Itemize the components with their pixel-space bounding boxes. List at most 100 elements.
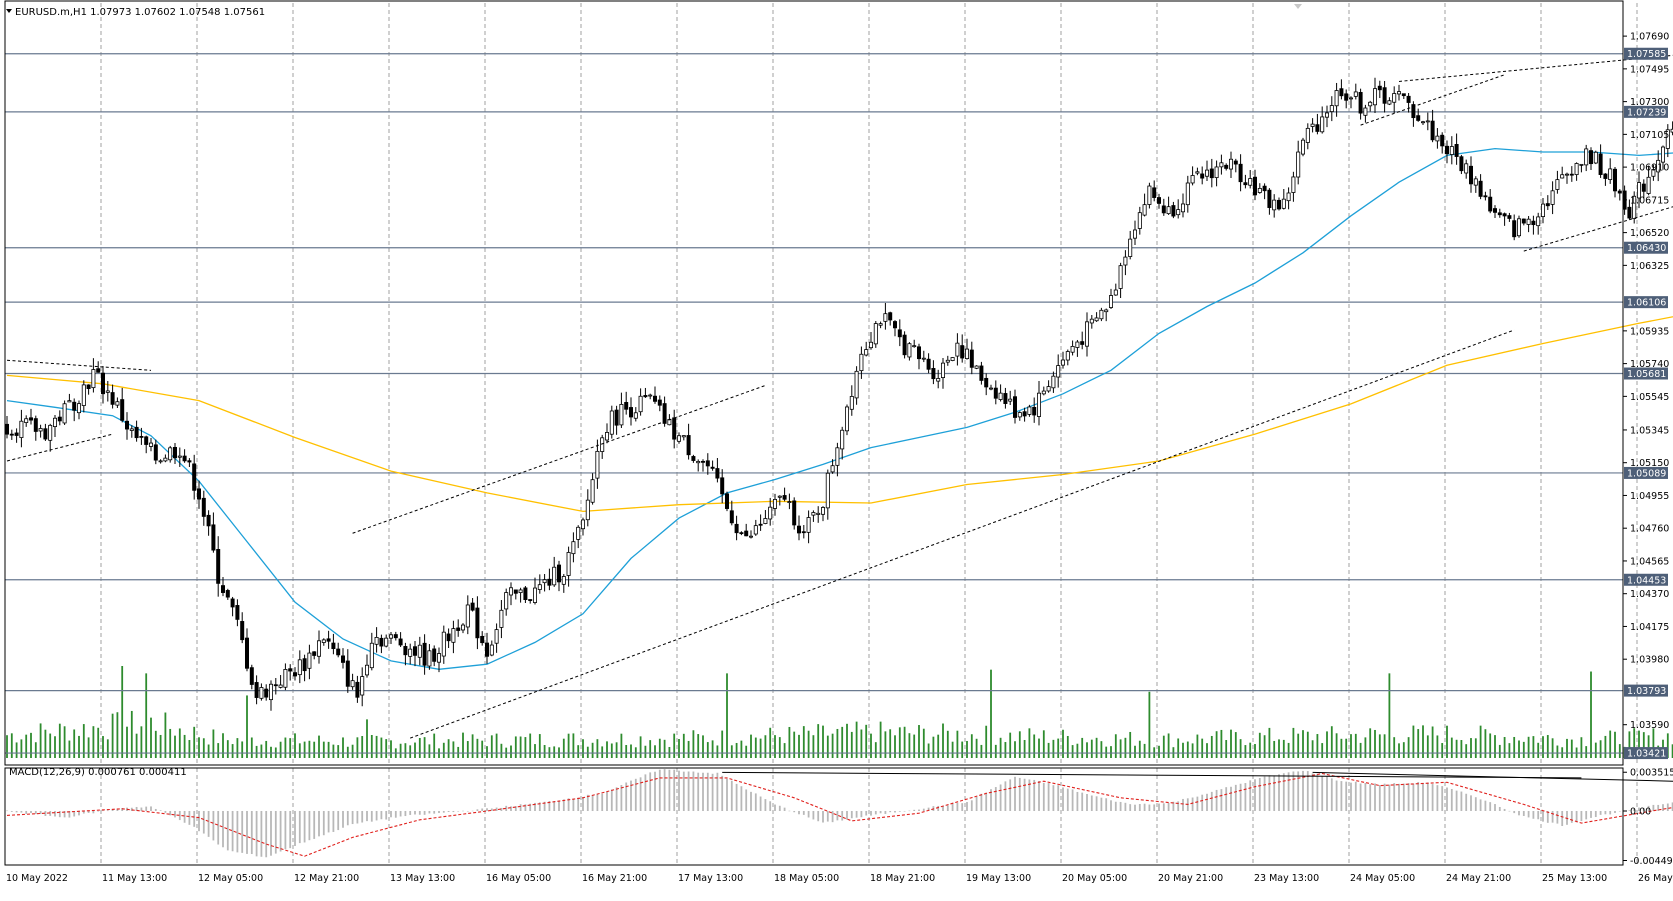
y-tick-label: 1.05150: [1630, 458, 1669, 469]
macd-histogram-bar: [380, 810, 383, 820]
macd-divergence-line[interactable]: [1312, 771, 1673, 785]
volume-bar: [30, 732, 32, 758]
volume-bar: [745, 745, 748, 758]
candle-bull: [974, 365, 979, 369]
candle-bull: [1392, 93, 1397, 103]
volume-bar: [783, 743, 786, 758]
volume-bar: [1018, 731, 1021, 758]
price-level-lines[interactable]: [5, 53, 1623, 754]
macd-histogram-bar: [409, 810, 412, 815]
macd-histogram-bar: [596, 794, 599, 811]
candle-bull: [1435, 135, 1440, 142]
macd-histogram-bar: [1009, 779, 1012, 811]
volume-bar: [1354, 733, 1357, 758]
candle-bear: [412, 646, 417, 656]
volume-bar: [1460, 740, 1463, 758]
y-tick-label: 1.07300: [1630, 97, 1669, 108]
channel-trendline[interactable]: [1523, 100, 1673, 252]
macd-histogram-bar: [298, 810, 301, 844]
macd-histogram-bar: [1527, 810, 1530, 818]
macd-histogram-bar: [342, 810, 344, 828]
candle-bull: [1056, 365, 1061, 378]
macd-histogram-bar: [188, 810, 191, 825]
candle-bear: [653, 395, 658, 402]
candle-bear: [1454, 144, 1459, 157]
macd-histogram-bar: [1038, 780, 1040, 811]
volume-bar: [452, 741, 455, 758]
volume-bar: [476, 738, 479, 758]
candle-bull: [1661, 146, 1666, 163]
candle-bear: [528, 599, 533, 601]
volume-bar: [327, 741, 330, 758]
macd-histogram-bar: [1042, 782, 1045, 811]
trendlines[interactable]: [6, 31, 1673, 739]
macd-histogram-bar: [975, 796, 978, 811]
channel-trendline[interactable]: [410, 329, 1515, 739]
macd-histogram-bar: [1066, 788, 1069, 811]
volume-bar: [1513, 736, 1516, 758]
candle-bull: [374, 637, 379, 645]
macd-histogram-bar: [1023, 778, 1026, 811]
macd-divergence-line[interactable]: [722, 771, 1582, 779]
volume-bar: [1110, 746, 1112, 758]
macd-histogram-bar: [1498, 806, 1501, 811]
volume-bar: [1047, 742, 1050, 758]
macd-histogram-bar: [1666, 803, 1669, 811]
dropdown-triangle-icon[interactable]: [6, 9, 12, 13]
macd-histogram-bar: [1086, 793, 1088, 811]
candle-bull: [552, 566, 557, 586]
macd-histogram-bar: [1638, 807, 1640, 811]
volume-bar: [1494, 735, 1496, 758]
macd-histogram-bar: [577, 797, 580, 811]
volume-bar: [927, 743, 930, 758]
volume-bar: [423, 737, 426, 758]
macd-histogram-bar: [462, 810, 464, 812]
volume-bar: [639, 736, 642, 758]
volume-bar: [457, 746, 460, 758]
volume-bar: [932, 736, 935, 758]
macd-histogram-bar: [303, 810, 306, 843]
y-tick-label: 1.04565: [1630, 556, 1669, 567]
candle-bear: [1469, 165, 1474, 185]
candle-bear: [302, 658, 307, 672]
macd-histogram-bar: [505, 805, 508, 811]
candle-bear: [1267, 189, 1272, 208]
volume-bar: [606, 741, 608, 758]
candle-bear: [1430, 120, 1435, 141]
channel-trendline[interactable]: [6, 433, 113, 462]
macd-histogram-bar: [1057, 785, 1060, 811]
candle-bull: [1363, 107, 1368, 116]
macd-histogram-bar: [1518, 810, 1520, 816]
candle-bear: [1488, 196, 1493, 212]
macd-histogram-bar: [92, 810, 95, 814]
volume-bar: [1124, 737, 1127, 758]
volume-bar: [1350, 734, 1352, 758]
volume-bar: [1244, 745, 1247, 758]
channel-trendline[interactable]: [1360, 74, 1505, 126]
volume-bar: [740, 740, 743, 758]
macd-histogram-bar: [961, 803, 964, 811]
macd-histogram-bar: [519, 804, 522, 811]
macd-histogram-bar: [44, 810, 47, 816]
macd-histogram-bar: [1441, 786, 1444, 811]
volume-bar: [1009, 732, 1012, 758]
volume-bar: [1066, 735, 1069, 758]
candle-bear: [125, 420, 130, 430]
shift-marker-icon[interactable]: [1294, 4, 1302, 9]
volume-bar: [817, 724, 820, 758]
macd-histogram-bar: [615, 787, 618, 811]
y-tick-label: 1.06520: [1630, 228, 1669, 239]
candle-bull: [1272, 199, 1277, 211]
candle-bull: [1349, 97, 1354, 100]
volume-bar: [1498, 744, 1501, 758]
channel-trendline[interactable]: [352, 384, 766, 534]
volume-bar: [188, 740, 191, 758]
candle-bear: [1483, 195, 1488, 198]
candle-bull: [1325, 112, 1330, 118]
volume-bar: [654, 745, 656, 758]
channel-trendline[interactable]: [6, 359, 152, 371]
candle-bear: [557, 564, 562, 583]
macd-histogram-bar: [850, 810, 853, 819]
